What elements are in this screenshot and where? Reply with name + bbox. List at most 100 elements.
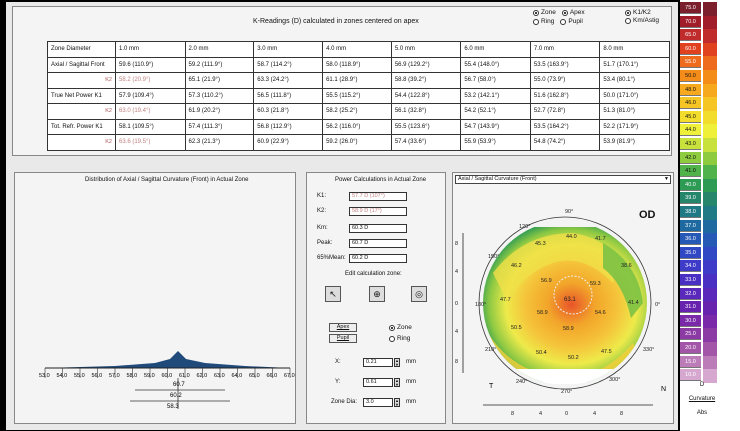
cell: 55.0 (73.9°)	[529, 72, 601, 89]
scale-value: 15.0	[680, 355, 701, 368]
cell: 50.0 (171.0°)	[599, 87, 670, 104]
cell: 53.5 (164.2°)	[529, 118, 601, 135]
km-astig-radio[interactable]: Km/Astig	[625, 17, 659, 24]
k1k2-radio[interactable]: K1/K2	[625, 9, 659, 16]
scale-value: 10.0	[680, 369, 701, 382]
scale-value: 44.0	[680, 124, 701, 137]
k-readings-options: Zone Apex	[533, 9, 585, 16]
x-tick: 0	[565, 411, 568, 417]
histogram-ticks: 53.0 54.0 55.0 56.0 57.0 58.0 59.0 60.0 61.0 62.0…	[39, 368, 295, 379]
scale-value: 30.0	[680, 314, 701, 327]
scale-swatch	[703, 219, 717, 234]
k-readings-table: Zone Diameter 1.0 mm 2.0 mm 3.0 mm 4.0 m…	[47, 41, 670, 151]
scale-value: 20.0	[680, 342, 701, 354]
cell: 56.8 (112.9°)	[253, 118, 324, 135]
curvature-mode-button[interactable]: Curvature	[688, 396, 716, 402]
scale-value: 65.0	[680, 29, 701, 42]
row-label: True Net Power K1	[47, 87, 116, 104]
cell: 51.6 (162.8°)	[529, 87, 601, 104]
scale-swatch	[703, 328, 717, 342]
table-row: K2 63.6 (19.5°) 62.3 (21.3°) 60.9 (22.9°…	[47, 134, 670, 151]
curvature-map[interactable]: 63.1 45.3 44.0 41.7 46.2 38.6 56.9 59.3 …	[453, 173, 675, 423]
resize-zone-button[interactable]: ◎	[411, 286, 427, 302]
apex-button[interactable]: Apex	[329, 323, 357, 332]
map-value: 59.3	[590, 281, 601, 287]
cell: 58.1 (109.5°)	[115, 118, 186, 135]
map-values: 45.3 44.0 41.7 46.2 38.6 56.9 59.3 47.7 …	[500, 234, 639, 361]
cell: 53.2 (142.1°)	[460, 87, 531, 104]
angle-label: 90°	[565, 209, 573, 215]
angle-label: 180°	[475, 302, 486, 308]
cell: 53.4 (80.1°)	[599, 72, 670, 89]
zone-radio-power[interactable]: Zone	[389, 324, 412, 331]
k-readings-panel: K-Readings (D) calculated in zones cente…	[12, 6, 672, 156]
y-tick: 4	[455, 329, 458, 335]
ring-radio[interactable]: Ring	[533, 18, 554, 25]
k-readings-options-2: Ring Pupil	[533, 18, 583, 25]
km-value: 60.3 D	[349, 224, 407, 233]
calculation-zone-circle[interactable]	[553, 275, 593, 315]
cell: 53.9 (81.9°)	[599, 134, 670, 151]
cell: 57.9 (109.4°)	[115, 87, 186, 104]
histogram-tick-label: 60.0	[162, 373, 173, 379]
y-tick: 4	[455, 269, 458, 275]
cell: 56.7 (58.0°)	[460, 72, 531, 89]
pupil-button[interactable]: Pupil	[329, 334, 357, 343]
angle-label: 150°	[488, 254, 499, 260]
scale-swatch	[703, 342, 717, 356]
scale-value: 70.0	[680, 15, 701, 28]
angle-label: 240°	[516, 379, 527, 385]
apex-radio[interactable]: Apex	[561, 9, 585, 16]
histogram-tick-label: 63.0	[214, 373, 225, 379]
cell: 51.3 (81.0°)	[599, 103, 670, 120]
pupil-radio[interactable]: Pupil	[560, 18, 583, 25]
abs-scale-button[interactable]: Abs	[696, 410, 708, 416]
cell: 56.1 (32.8°)	[390, 103, 462, 120]
y-tick: 8	[455, 359, 458, 365]
x-stepper[interactable]: ▲ ▼	[394, 358, 400, 367]
cell: 54.4 (122.8°)	[390, 87, 462, 104]
column-header: 1.0 mm	[115, 41, 186, 58]
distribution-title: Distribution of Axial / Sagittal Curvatu…	[85, 177, 249, 183]
pointer-tool-button[interactable]: ↖	[325, 286, 341, 302]
column-header: 3.0 mm	[253, 41, 324, 58]
scale-value: 60.0	[680, 42, 701, 55]
edit-zone-label: Edit calculation zone:	[345, 271, 402, 277]
cell: 54.8 (74.2°)	[529, 134, 601, 151]
scale-swatch	[703, 83, 717, 98]
zone-dia-stepper[interactable]: ▲ ▼	[394, 398, 400, 407]
pointer-icon: ↖	[329, 289, 337, 299]
cell: 59.6 (110.9°)	[115, 56, 186, 73]
move-zone-button[interactable]: ⊕	[369, 286, 385, 302]
unit-label: D	[699, 382, 705, 388]
map-value: 58.9	[563, 326, 574, 332]
column-header: 5.0 mm	[390, 41, 462, 58]
x-input[interactable]: 0.21	[363, 358, 393, 367]
y-input[interactable]: 0.61	[363, 378, 393, 387]
scale-swatch	[703, 246, 717, 261]
scale-value: 40.0	[680, 178, 701, 191]
ring-radio-power[interactable]: Ring	[389, 335, 410, 342]
scale-value: 37.0	[680, 219, 701, 232]
column-header: 6.0 mm	[460, 41, 531, 58]
zone-radio[interactable]: Zone	[533, 9, 556, 16]
histogram-tick-label: 54.0	[57, 373, 68, 379]
scale-value: 32.0	[680, 287, 701, 300]
cell: 54.2 (52.1°)	[460, 103, 531, 120]
cell: 55.9 (53.9°)	[460, 134, 531, 151]
app-window: K-Readings (D) calculated in zones cente…	[6, 2, 678, 430]
scale-value: 48.0	[680, 83, 701, 96]
x-ticks: 8 4 0 4 8	[511, 411, 623, 417]
zone-dia-input[interactable]: 3.0	[363, 398, 393, 407]
row-label: Tot. Refr. Power K1	[47, 118, 116, 135]
cell: 63.6 (19.5°)	[115, 134, 186, 151]
histogram-tick-label: 59.0	[144, 373, 155, 379]
map-type-select[interactable]: Axial / Sagittal Curvature (Front) ▼	[455, 175, 671, 184]
histogram-tick-label: 55.0	[74, 373, 85, 379]
histogram-area	[45, 351, 290, 368]
cell: 61.9 (20.2°)	[184, 103, 255, 120]
cell: 58.7 (114.2°)	[253, 56, 324, 73]
y-stepper[interactable]: ▲ ▼	[394, 378, 400, 387]
histogram-tick-label: 67.0	[284, 373, 295, 379]
k2-label: K2	[47, 72, 116, 89]
